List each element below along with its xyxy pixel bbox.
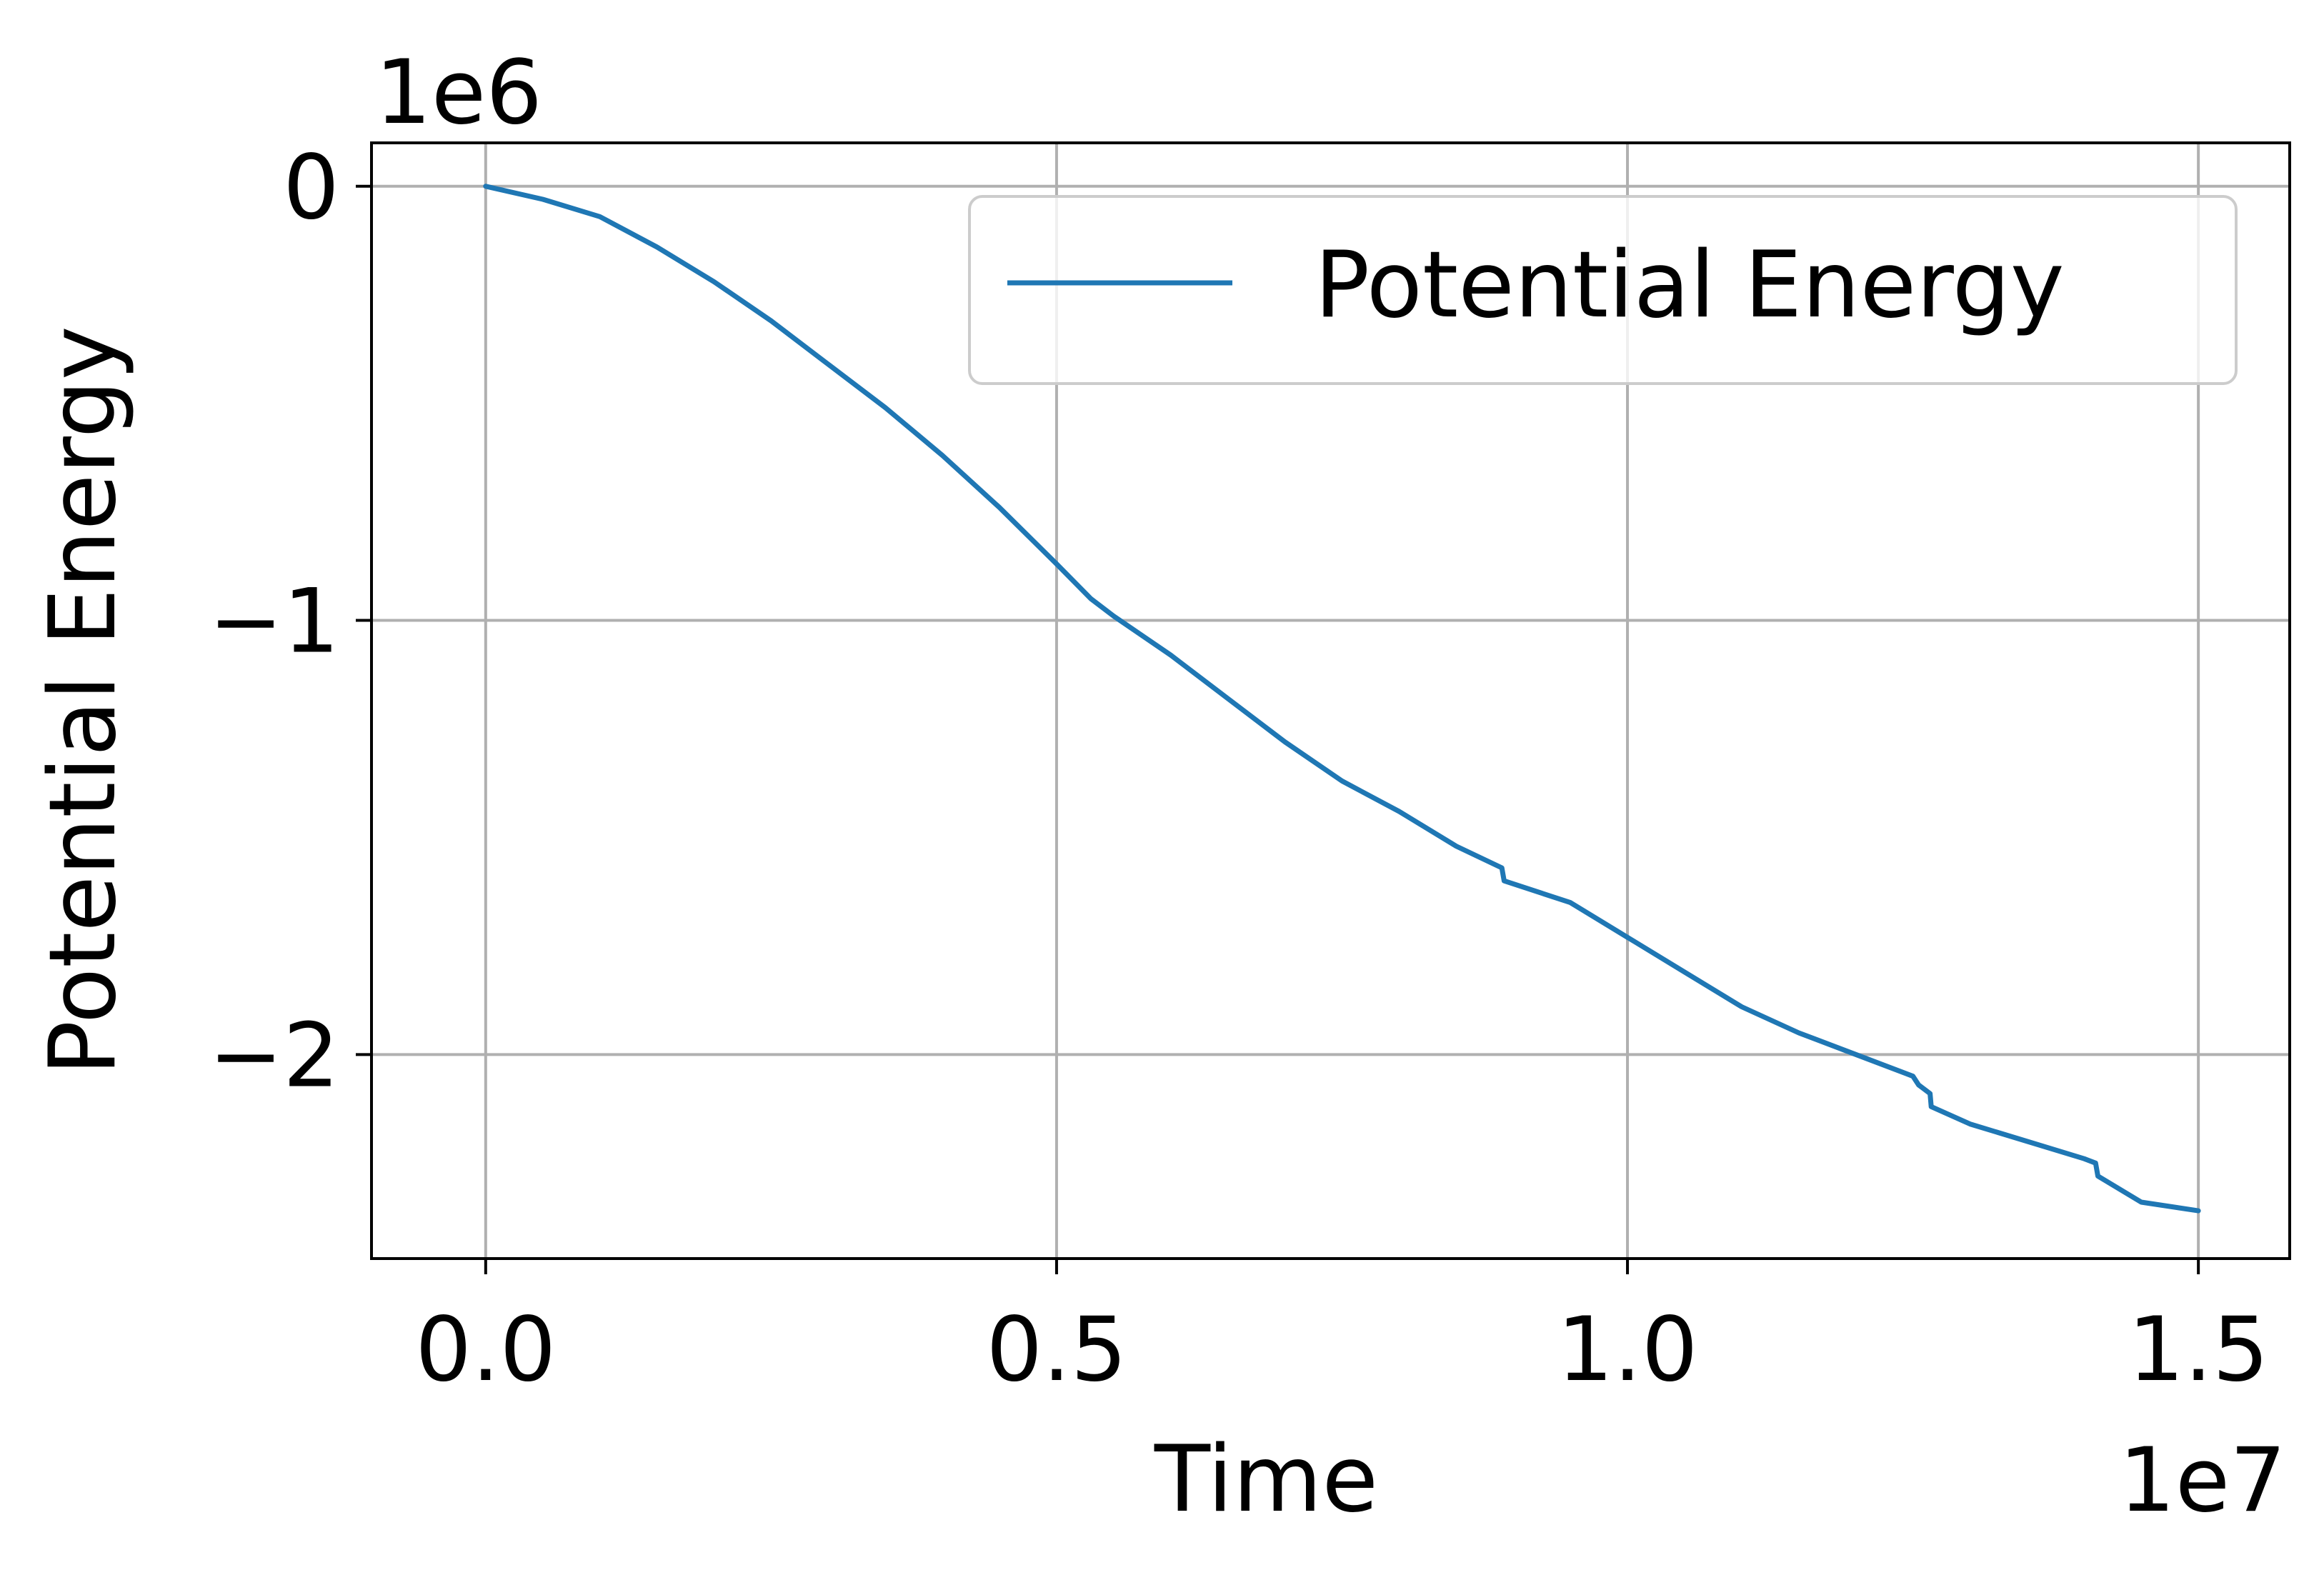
x-tick-label: 1.0 <box>1557 1299 1697 1401</box>
x-tick-label: 0.5 <box>986 1299 1127 1401</box>
plot-area-frame <box>370 141 2291 1260</box>
y-offset-label: 1e6 <box>375 41 542 144</box>
y-tick-label: −1 <box>209 571 339 674</box>
ticks-layer: 0.0 0.5 1.0 1.5 0 −1 −2 <box>209 136 2269 1401</box>
series-line-potential-energy <box>483 184 2201 1214</box>
x-tick-label: 0.0 <box>415 1299 556 1401</box>
y-axis-label: Potential Energy <box>30 326 136 1076</box>
series-layer <box>483 184 2201 1214</box>
x-tick-label: 1.5 <box>2128 1299 2269 1401</box>
legend-label-potential-energy: Potential Energy <box>1315 232 2065 339</box>
legend: Potential Energy <box>968 195 2238 385</box>
y-tick-label: −2 <box>209 1004 339 1107</box>
x-offset-label: 1e7 <box>2119 1429 2286 1532</box>
x-axis-label: Time <box>1154 1426 1378 1533</box>
y-tick-label: 0 <box>283 136 339 239</box>
legend-box <box>968 195 2238 385</box>
